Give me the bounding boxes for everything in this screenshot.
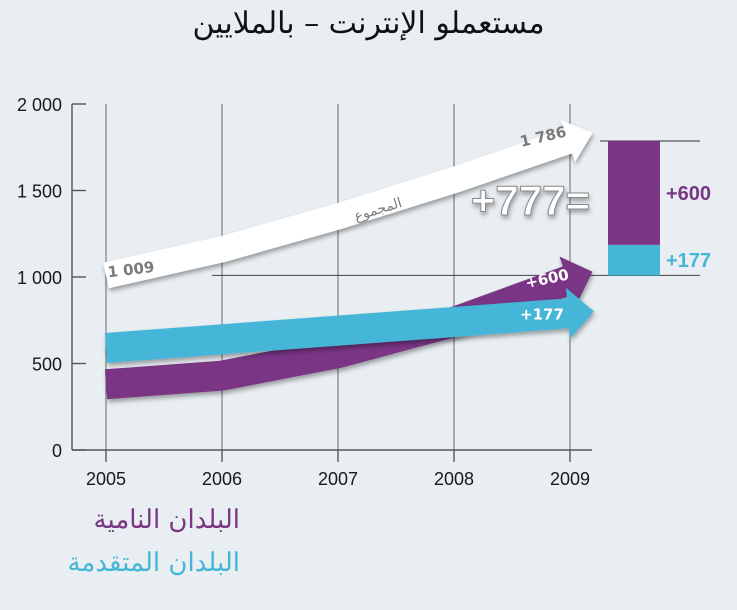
x-tick-label-2007: 2007 <box>318 469 358 489</box>
total-arrow <box>103 120 593 289</box>
diff-label-developed: +177 <box>666 250 711 272</box>
y-tick-label-500: 500 <box>32 355 62 375</box>
diff-bar-developed <box>608 244 660 276</box>
legend-developed: البلدان المتقدمة <box>67 548 240 578</box>
developed-end-label: +177 <box>520 305 564 323</box>
developed-arrow <box>104 287 594 363</box>
y-tick-label-0: 0 <box>52 441 62 461</box>
chart-title: مستعملو الإنترنت – بالملايين <box>192 6 545 41</box>
x-tick-label-2009: 2009 <box>550 469 590 489</box>
y-tick-label-2000: 2 000 <box>17 95 62 115</box>
developing-arrow <box>104 256 593 400</box>
legend-developing: البلدان النامية <box>93 505 240 535</box>
y-tick-label-1500: 1 500 <box>17 182 62 202</box>
x-tick-label-2005: 2005 <box>86 469 126 489</box>
diff-label-developing: +600 <box>666 183 711 205</box>
x-tick-label-2006: 2006 <box>202 469 242 489</box>
diff-total-label: +777= <box>471 177 590 224</box>
y-tick-label-1000: 1 000 <box>17 268 62 288</box>
diff-bar-developing <box>608 141 660 245</box>
x-tick-label-2008: 2008 <box>434 469 474 489</box>
total-start-label: 1 009 <box>107 258 156 282</box>
